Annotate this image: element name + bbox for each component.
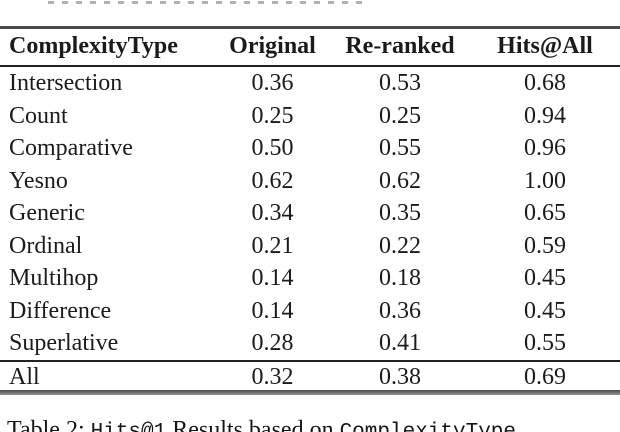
row-reranked-value: 0.22 bbox=[379, 232, 421, 259]
table-caption: Table 2: Hits@1 Results based on Complex… bbox=[7, 417, 617, 432]
row-reranked-value: 0.41 bbox=[379, 330, 421, 356]
row-original-value: 0.34 bbox=[251, 200, 294, 226]
table-row: Superlative 0.28 0.41 0.55 bbox=[0, 327, 620, 361]
row-original-value: 0.28 bbox=[251, 330, 294, 356]
row-reranked-value: 0.62 bbox=[379, 167, 421, 194]
table-row: Comparative 0.50 0.55 0.96 bbox=[0, 132, 620, 165]
caption-middle: Results based on bbox=[166, 417, 340, 432]
summary-reranked-value: 0.38 bbox=[330, 359, 470, 393]
row-original-value: 0.36 bbox=[251, 70, 294, 96]
table-row: Multihop 0.14 0.18 0.45 bbox=[0, 262, 620, 295]
table-row: Generic 0.34 0.35 0.65 bbox=[0, 197, 620, 230]
row-label: Superlative bbox=[9, 330, 119, 356]
row-original-value: 0.14 bbox=[251, 297, 294, 324]
header-complexity-type: ComplexityType bbox=[0, 26, 215, 67]
row-hits-value: 0.59 bbox=[524, 232, 566, 259]
header-re-ranked: Re-ranked bbox=[330, 26, 470, 67]
results-table: ComplexityType Original Re-ranked Hits@A… bbox=[0, 26, 620, 393]
header-original: Original bbox=[215, 26, 330, 67]
row-label: Yesno bbox=[9, 167, 68, 194]
table-bottom-rule bbox=[0, 390, 620, 395]
row-original-value: 0.21 bbox=[251, 232, 294, 259]
summary-hits-value: 0.69 bbox=[470, 359, 620, 393]
table-header: ComplexityType Original Re-ranked Hits@A… bbox=[0, 26, 620, 67]
row-original-value: 0.25 bbox=[251, 102, 294, 129]
row-label: Comparative bbox=[9, 135, 133, 161]
table-row: Count 0.25 0.25 0.94 bbox=[0, 100, 620, 133]
row-hits-value: 0.65 bbox=[524, 200, 566, 226]
summary-original-value: 0.32 bbox=[215, 359, 330, 393]
row-hits-value: 0.55 bbox=[524, 330, 566, 356]
row-label: Ordinal bbox=[9, 232, 83, 259]
row-label: Difference bbox=[9, 297, 112, 324]
caption-metric-code: Hits@1 bbox=[91, 421, 167, 432]
table-summary: All 0.32 0.38 0.69 bbox=[0, 359, 620, 393]
table-row: Ordinal 0.21 0.22 0.59 bbox=[0, 230, 620, 263]
header-hits-at-all: Hits@All bbox=[470, 26, 620, 67]
row-hits-value: 0.45 bbox=[524, 265, 566, 291]
row-hits-value: 0.94 bbox=[524, 102, 566, 129]
row-label: Multihop bbox=[9, 265, 99, 291]
row-original-value: 0.62 bbox=[251, 167, 294, 194]
header-row: ComplexityType Original Re-ranked Hits@A… bbox=[0, 26, 620, 67]
row-hits-value: 1.00 bbox=[524, 167, 566, 194]
table-row: Intersection 0.36 0.53 0.68 bbox=[0, 66, 620, 100]
caption-prefix: Table 2: bbox=[7, 417, 91, 432]
row-reranked-value: 0.55 bbox=[379, 135, 421, 161]
table-row: Difference 0.14 0.36 0.45 bbox=[0, 295, 620, 328]
clipped-previous-line-remnant bbox=[48, 1, 368, 4]
row-reranked-value: 0.18 bbox=[379, 265, 421, 291]
row-hits-value: 0.68 bbox=[524, 70, 566, 96]
summary-label: All bbox=[0, 359, 215, 393]
row-hits-value: 0.45 bbox=[524, 297, 566, 324]
row-reranked-value: 0.25 bbox=[379, 102, 421, 129]
summary-row: All 0.32 0.38 0.69 bbox=[0, 359, 620, 393]
row-label: Intersection bbox=[9, 70, 123, 96]
caption-type-code: ComplexityType bbox=[340, 421, 516, 432]
row-original-value: 0.14 bbox=[251, 265, 294, 291]
row-hits-value: 0.96 bbox=[524, 135, 566, 161]
row-original-value: 0.50 bbox=[251, 135, 294, 161]
table-row: Yesno 0.62 0.62 1.00 bbox=[0, 165, 620, 198]
row-label: Generic bbox=[9, 200, 85, 226]
row-reranked-value: 0.53 bbox=[379, 70, 421, 96]
row-reranked-value: 0.36 bbox=[379, 297, 421, 324]
row-label: Count bbox=[9, 102, 68, 129]
table-body: Intersection 0.36 0.53 0.68 Count 0.25 0… bbox=[0, 66, 620, 361]
row-reranked-value: 0.35 bbox=[379, 200, 421, 226]
